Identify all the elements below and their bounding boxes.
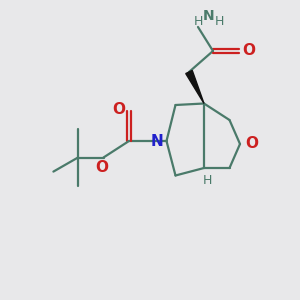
Text: O: O — [95, 160, 109, 175]
Text: O: O — [112, 102, 125, 117]
Text: O: O — [245, 136, 258, 152]
Text: H: H — [193, 14, 203, 28]
Text: O: O — [242, 44, 256, 59]
Polygon shape — [186, 70, 204, 104]
Text: N: N — [203, 9, 214, 22]
Text: H: H — [214, 14, 224, 28]
Text: H: H — [202, 174, 212, 187]
Text: N: N — [151, 134, 163, 148]
